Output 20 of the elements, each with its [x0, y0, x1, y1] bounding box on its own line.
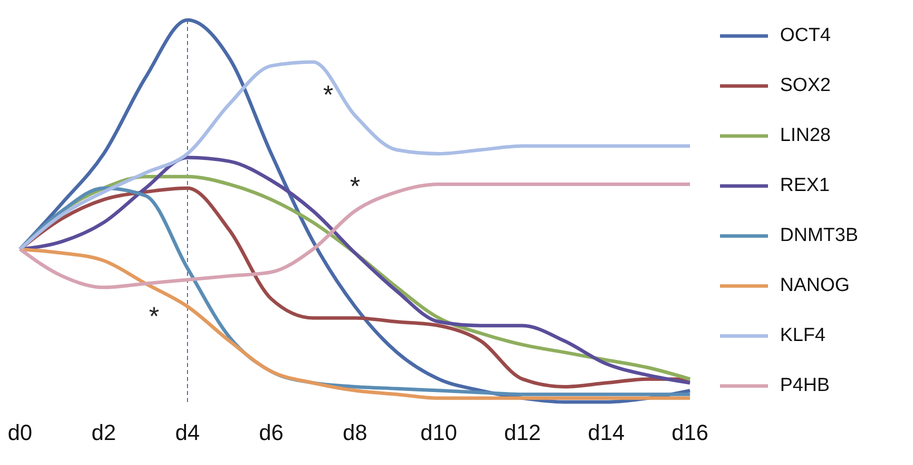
x-tick-label: d2 — [92, 420, 116, 445]
legend-label: NANOG — [780, 275, 850, 296]
legend-label: OCT4 — [780, 25, 832, 46]
annotation: * — [350, 170, 360, 201]
legend-label: REX1 — [780, 175, 830, 196]
legend-label: LIN28 — [780, 125, 831, 146]
x-tick-label: d6 — [259, 420, 284, 445]
x-tick-label: d16 — [672, 420, 708, 445]
legend-label: DNMT3B — [780, 225, 858, 246]
x-tick-label: d0 — [8, 420, 32, 445]
x-tick-label: d14 — [588, 420, 625, 445]
legend-label: P4HB — [780, 375, 830, 396]
legend-label: SOX2 — [780, 75, 831, 96]
x-tick-label: d12 — [504, 420, 541, 445]
x-tick-label: d4 — [175, 420, 200, 445]
annotation: * — [323, 79, 334, 110]
x-tick-label: d10 — [420, 420, 458, 445]
annotation: * — [148, 300, 160, 331]
legend-label: KLF4 — [780, 325, 826, 346]
x-tick-label: d8 — [342, 420, 368, 445]
